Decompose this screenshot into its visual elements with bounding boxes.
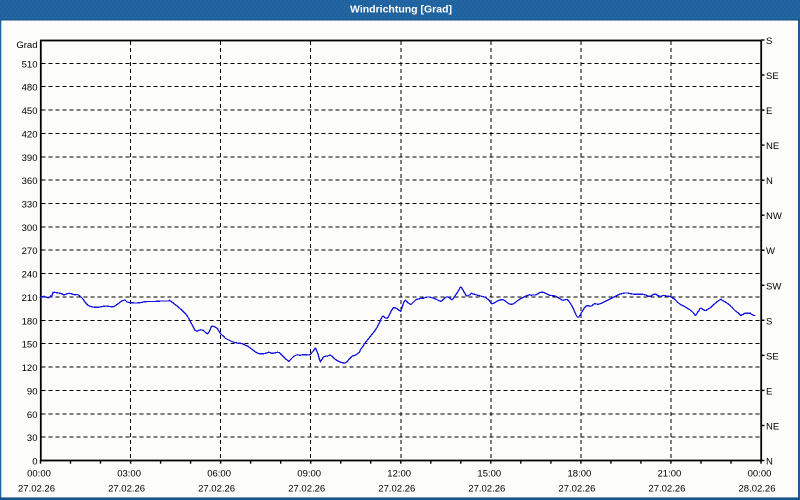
svg-text:NE: NE — [766, 141, 779, 152]
svg-text:30: 30 — [27, 433, 38, 444]
svg-text:03:00: 03:00 — [117, 469, 141, 480]
svg-text:360: 360 — [22, 176, 38, 187]
svg-text:450: 450 — [22, 106, 38, 117]
svg-text:12:00: 12:00 — [387, 469, 411, 480]
svg-text:00:00: 00:00 — [748, 469, 772, 480]
svg-text:27.02.26: 27.02.26 — [648, 484, 685, 495]
svg-text:E: E — [766, 106, 772, 117]
svg-text:18:00: 18:00 — [568, 469, 592, 480]
svg-text:180: 180 — [22, 316, 38, 327]
svg-text:27.02.26: 27.02.26 — [288, 484, 325, 495]
svg-text:21:00: 21:00 — [658, 469, 682, 480]
svg-text:NW: NW — [766, 211, 782, 222]
svg-text:510: 510 — [22, 59, 38, 70]
svg-text:90: 90 — [27, 386, 38, 397]
svg-text:W: W — [766, 246, 775, 257]
svg-text:300: 300 — [22, 223, 38, 234]
svg-text:240: 240 — [22, 270, 38, 281]
svg-text:120: 120 — [22, 363, 38, 374]
svg-text:S: S — [766, 36, 772, 47]
svg-text:06:00: 06:00 — [207, 469, 231, 480]
svg-text:N: N — [766, 457, 773, 468]
svg-text:E: E — [766, 386, 772, 397]
svg-text:27.02.26: 27.02.26 — [558, 484, 595, 495]
svg-text:27.02.26: 27.02.26 — [18, 484, 55, 495]
svg-text:SE: SE — [766, 71, 779, 82]
svg-text:330: 330 — [22, 200, 38, 211]
svg-text:270: 270 — [22, 246, 38, 257]
svg-text:SE: SE — [766, 351, 779, 362]
svg-text:27.02.26: 27.02.26 — [468, 484, 505, 495]
svg-text:28.02.26: 28.02.26 — [739, 484, 776, 495]
svg-text:NE: NE — [766, 422, 779, 433]
svg-text:09:00: 09:00 — [297, 469, 321, 480]
svg-text:N: N — [766, 176, 773, 187]
svg-text:150: 150 — [22, 340, 38, 351]
svg-text:420: 420 — [22, 129, 38, 140]
svg-text:0: 0 — [32, 457, 37, 468]
svg-text:00:00: 00:00 — [27, 469, 51, 480]
svg-text:27.02.26: 27.02.26 — [198, 484, 235, 495]
svg-text:27.02.26: 27.02.26 — [108, 484, 145, 495]
svg-text:Windrichtung [Grad]: Windrichtung [Grad] — [350, 4, 452, 16]
svg-text:S: S — [766, 316, 772, 327]
svg-text:60: 60 — [27, 410, 38, 421]
svg-text:210: 210 — [22, 293, 38, 304]
svg-text:480: 480 — [22, 83, 38, 94]
svg-text:Grad: Grad — [16, 40, 37, 51]
svg-text:27.02.26: 27.02.26 — [378, 484, 415, 495]
svg-text:390: 390 — [22, 153, 38, 164]
svg-text:SW: SW — [766, 281, 781, 292]
svg-text:15:00: 15:00 — [477, 469, 501, 480]
